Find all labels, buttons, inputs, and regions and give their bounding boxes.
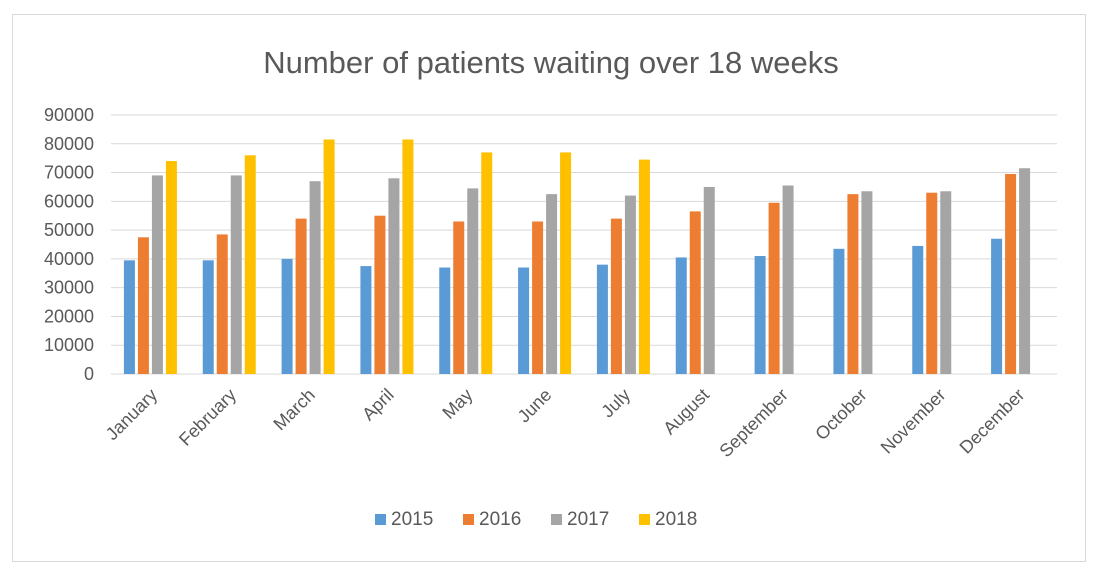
bar-2015-march xyxy=(281,258,293,374)
bar-2018-may xyxy=(481,152,493,374)
x-tick-label: March xyxy=(269,385,319,435)
bar-2016-july xyxy=(610,218,622,374)
x-tick-label: July xyxy=(597,385,634,422)
legend-label: 2016 xyxy=(479,509,521,530)
legend-swatch xyxy=(463,514,474,525)
bar-2016-june xyxy=(532,221,544,374)
gridlines xyxy=(111,114,1057,375)
bar-2018-january xyxy=(165,161,177,374)
bar-2016-october xyxy=(847,194,859,374)
y-tick-label: 60000 xyxy=(44,191,94,211)
bar-2015-january xyxy=(123,260,135,374)
bar-2018-march xyxy=(323,139,335,374)
bars xyxy=(123,139,1031,374)
legend: 2015 2016 2017 2018 xyxy=(375,509,697,530)
y-tick-label: 30000 xyxy=(44,278,94,298)
x-tick-label: June xyxy=(514,385,556,427)
legend-swatch xyxy=(375,514,386,525)
x-tick-label: April xyxy=(358,385,398,425)
bar-2016-december xyxy=(1005,173,1017,374)
bar-2017-february xyxy=(230,175,242,374)
bar-2016-march xyxy=(295,218,307,374)
bar-2017-december xyxy=(1019,168,1031,374)
y-tick-label: 70000 xyxy=(44,163,94,183)
y-tick-label: 20000 xyxy=(44,306,94,326)
bar-2015-august xyxy=(675,257,687,374)
x-tick-label: January xyxy=(102,385,161,444)
bar-2017-january xyxy=(151,175,163,374)
bar-2016-november xyxy=(926,192,938,374)
bar-2017-september xyxy=(782,185,794,374)
bar-2015-april xyxy=(360,266,372,374)
x-tick-label: October xyxy=(811,385,870,444)
x-axis-tick-labels: January February March April May June July Augu… xyxy=(102,385,1029,461)
bar-2017-november xyxy=(940,191,952,374)
bar-2015-september xyxy=(754,256,766,374)
bar-2016-february xyxy=(216,234,228,374)
legend-label: 2017 xyxy=(567,509,609,530)
bar-2016-april xyxy=(374,215,386,374)
x-tick-label: December xyxy=(956,385,1029,458)
bar-2015-december xyxy=(991,238,1003,374)
legend-swatch xyxy=(639,514,650,525)
legend-label: 2015 xyxy=(391,509,433,530)
y-tick-label: 50000 xyxy=(44,220,94,240)
bar-2015-november xyxy=(912,245,924,374)
bar-2017-march xyxy=(309,181,321,374)
y-tick-label: 10000 xyxy=(44,335,94,355)
y-tick-label: 80000 xyxy=(44,134,94,154)
x-tick-label: February xyxy=(175,385,240,450)
bar-2015-may xyxy=(439,267,451,374)
y-axis-tick-labels: 0 10000 20000 30000 40000 50000 60000 70000 8000… xyxy=(44,105,94,384)
chart-title: Number of patients waiting over 18 weeks xyxy=(263,45,839,80)
x-tick-label: September xyxy=(716,385,792,461)
chart-frame: Number of patients waiting over 18 weeks… xyxy=(12,14,1086,562)
y-tick-label: 0 xyxy=(84,364,94,384)
bar-2016-august xyxy=(689,211,701,374)
bar-2016-september xyxy=(768,202,780,374)
bar-2017-july xyxy=(624,195,636,374)
bar-2016-january xyxy=(137,237,149,374)
legend-swatch xyxy=(551,514,562,525)
y-tick-label: 40000 xyxy=(44,249,94,269)
bar-2017-august xyxy=(703,186,715,374)
bar-2017-june xyxy=(546,194,558,374)
bar-2016-may xyxy=(453,221,465,374)
bar-2015-october xyxy=(833,248,845,374)
legend-label: 2018 xyxy=(655,509,697,530)
bar-2015-february xyxy=(202,260,214,374)
bar-2018-july xyxy=(638,159,650,374)
bar-2017-october xyxy=(861,191,873,374)
bar-2017-may xyxy=(467,188,479,374)
bar-2017-april xyxy=(388,178,400,374)
bar-2015-june xyxy=(518,267,530,374)
bar-2018-june xyxy=(560,152,572,374)
y-tick-label: 90000 xyxy=(44,105,94,125)
x-tick-label: May xyxy=(438,385,476,423)
x-tick-label: August xyxy=(659,385,713,439)
bar-2018-february xyxy=(244,155,256,374)
bar-2015-july xyxy=(596,264,608,374)
x-tick-label: November xyxy=(877,385,950,458)
bar-chart: Number of patients waiting over 18 weeks… xyxy=(44,45,1057,530)
bar-2018-april xyxy=(402,139,414,374)
